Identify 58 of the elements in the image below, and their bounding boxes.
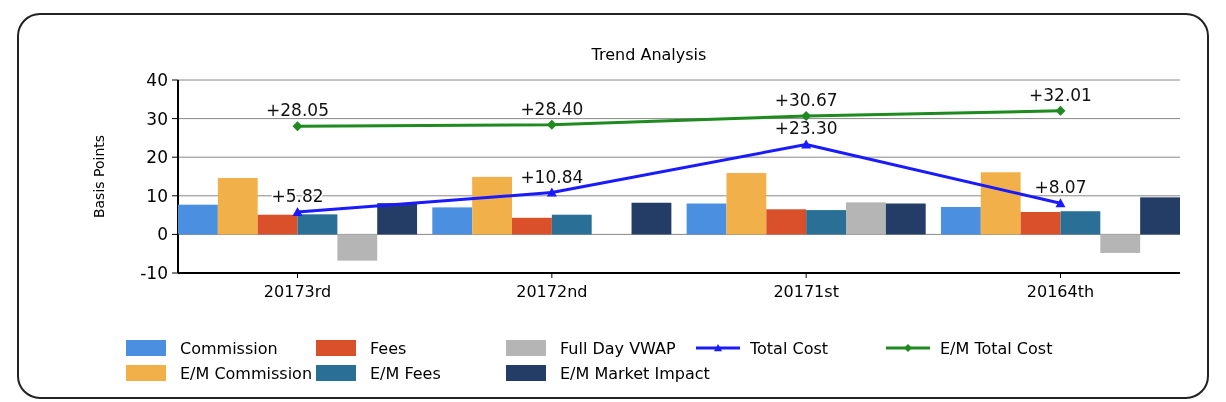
- bar: [980, 172, 1021, 235]
- legend-label: Commission: [180, 339, 278, 358]
- point: [1055, 105, 1066, 116]
- bar: [257, 214, 298, 235]
- bar: [1020, 212, 1061, 235]
- x-tick-label: 20173rd: [263, 282, 332, 301]
- data-label: +8.07: [1034, 177, 1087, 198]
- bar: [846, 202, 886, 235]
- bar: [1060, 211, 1101, 235]
- data-label: +28.05: [266, 100, 329, 121]
- bar: [178, 204, 218, 235]
- point: [546, 187, 557, 197]
- bar: [1100, 234, 1141, 253]
- point: [546, 119, 557, 130]
- chart-title: Trend Analysis: [590, 45, 707, 64]
- bar: [297, 214, 338, 235]
- y-tick-label: 40: [146, 70, 168, 90]
- data-label: +5.82: [271, 185, 324, 206]
- bar: [940, 206, 981, 235]
- x-tick-label: 20172nd: [516, 282, 588, 301]
- data-label: +28.40: [520, 98, 584, 119]
- legend-label: Fees: [370, 339, 407, 358]
- bar: [377, 203, 418, 235]
- y-tick-label: 0: [157, 224, 168, 245]
- point: [801, 139, 812, 149]
- legend-label: Total Cost: [749, 339, 829, 358]
- y-tick-label: 20: [146, 147, 168, 168]
- bar: [726, 173, 767, 235]
- x-tick-label: 20164th: [1026, 282, 1095, 301]
- bar: [551, 214, 592, 235]
- legend-label: Full Day VWAP: [560, 339, 676, 358]
- bar: [432, 207, 473, 235]
- y-tick-label: 10: [146, 185, 168, 206]
- bar: [217, 178, 258, 235]
- legend-label: E/M Commission: [180, 364, 313, 383]
- data-label: +30.67: [774, 90, 838, 111]
- legend-label: E/M Market Impact: [560, 364, 710, 383]
- y-tick-label: 30: [146, 108, 168, 129]
- bar: [885, 203, 926, 235]
- bar: [337, 234, 378, 261]
- bar: [472, 176, 512, 235]
- data-label: +23.30: [774, 118, 838, 139]
- bar: [806, 210, 846, 235]
- data-label: +10.84: [520, 166, 584, 187]
- bar: [631, 202, 672, 235]
- point: [292, 121, 303, 132]
- bar: [512, 217, 552, 235]
- point: [292, 206, 303, 216]
- point: [1055, 198, 1066, 208]
- legend-label: E/M Fees: [370, 364, 441, 383]
- x-tick-label: 20171st: [773, 282, 839, 301]
- bar: [686, 203, 727, 235]
- y-axis-title: Basis Points: [91, 134, 107, 219]
- y-tick-label: -10: [140, 263, 168, 283]
- bar: [1140, 197, 1180, 235]
- data-label: +32.01: [1029, 84, 1092, 105]
- legend-label: E/M Total Cost: [940, 339, 1053, 358]
- bar: [766, 209, 807, 235]
